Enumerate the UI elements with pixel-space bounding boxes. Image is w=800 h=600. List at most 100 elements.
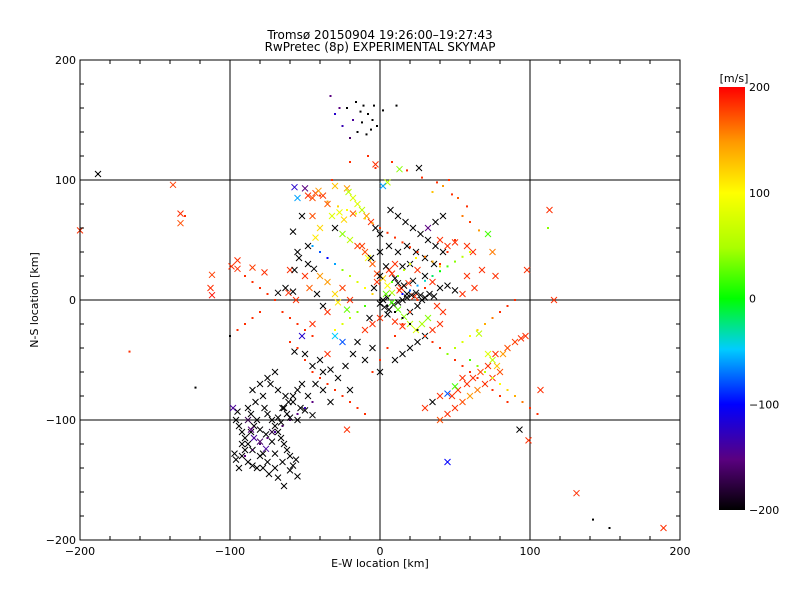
data-point-cross	[405, 279, 412, 287]
x-axis-label: E-W location [km]	[331, 557, 429, 570]
data-point-cross	[430, 293, 438, 300]
data-point-cross	[349, 210, 357, 217]
data-point-dot	[331, 179, 333, 181]
data-point-dot	[424, 287, 426, 289]
data-point-cross	[294, 416, 301, 424]
data-point-cross	[369, 320, 376, 328]
data-point-cross	[238, 440, 246, 448]
data-point-cross	[249, 264, 256, 271]
data-point-dot	[451, 193, 453, 196]
data-point-dot	[547, 227, 549, 229]
data-point-cross	[394, 248, 402, 256]
data-point-cross	[358, 206, 366, 214]
data-point-dot	[259, 311, 261, 313]
data-point-cross	[424, 314, 432, 322]
data-point-dot	[334, 263, 336, 265]
data-point-cross	[294, 473, 301, 480]
data-point-cross	[304, 242, 312, 250]
data-point-dot	[281, 311, 284, 313]
data-point-dot	[394, 236, 396, 239]
data-point-cross	[319, 368, 327, 376]
data-point-cross	[301, 350, 309, 358]
data-point-cross	[372, 224, 379, 232]
data-point-dot	[319, 194, 321, 197]
data-point-cross	[399, 263, 406, 270]
data-point-cross	[309, 212, 316, 220]
data-point-dot	[499, 383, 501, 385]
data-point-dot	[454, 347, 456, 349]
data-point-dot	[457, 197, 459, 199]
data-point-cross	[177, 219, 184, 227]
data-point-dot	[386, 231, 389, 234]
data-point-cross	[327, 366, 334, 373]
data-point-cross	[349, 194, 357, 202]
data-point-dot	[409, 246, 411, 249]
data-point-dot	[349, 137, 351, 139]
data-point-cross	[379, 182, 387, 190]
data-point-dot	[499, 311, 501, 313]
data-point-cross	[280, 404, 288, 412]
data-point-cross	[282, 392, 289, 400]
data-point-cross	[265, 470, 273, 478]
y-tick-label: −100	[46, 414, 76, 427]
data-point-cross	[274, 386, 282, 394]
data-point-cross	[244, 416, 252, 424]
data-point-cross	[414, 302, 421, 310]
data-point-cross	[285, 398, 292, 406]
data-point-cross	[312, 234, 319, 241]
data-point-cross	[478, 266, 486, 274]
data-point-dot	[439, 270, 441, 273]
data-point-dot	[349, 401, 351, 403]
data-point-cross	[448, 392, 456, 400]
data-point-dot	[499, 395, 501, 397]
data-point-dot	[454, 260, 456, 263]
data-point-cross	[346, 236, 354, 244]
data-point-dot	[341, 269, 344, 271]
data-point-dot	[371, 119, 374, 121]
data-point-dot	[229, 335, 231, 337]
data-point-dot	[364, 305, 366, 307]
data-point-cross	[444, 242, 451, 250]
data-point-cross	[316, 224, 324, 232]
data-point-cross	[388, 299, 396, 306]
data-point-dot	[311, 335, 314, 337]
data-point-cross	[244, 404, 252, 412]
data-point-cross	[432, 218, 439, 226]
data-point-dot	[415, 257, 417, 259]
data-point-dot	[367, 155, 369, 157]
data-point-cross	[399, 296, 406, 304]
x-tick-label: −100	[215, 545, 245, 558]
data-point-cross	[660, 524, 667, 532]
data-point-cross	[517, 335, 525, 342]
data-point-dot	[244, 275, 246, 277]
data-point-cross	[289, 392, 297, 400]
data-point-dot	[259, 443, 261, 445]
data-point-cross	[264, 410, 271, 418]
data-point-cross	[231, 450, 238, 457]
data-point-cross	[474, 386, 481, 394]
data-point-cross	[259, 392, 267, 400]
x-tick-label: 0	[377, 545, 384, 558]
data-point-cross	[304, 260, 312, 268]
data-point-cross	[426, 290, 433, 298]
data-point-dot	[374, 167, 377, 169]
data-point-cross	[424, 236, 432, 244]
data-point-cross	[238, 428, 246, 436]
data-point-cross	[235, 422, 243, 430]
data-point-cross	[418, 320, 426, 328]
data-point-dot	[469, 251, 471, 253]
data-point-cross	[396, 165, 403, 173]
data-point-cross	[283, 446, 291, 454]
data-point-cross	[391, 260, 399, 268]
data-point-cross	[304, 192, 312, 199]
data-point-cross	[343, 185, 351, 192]
data-point-dot	[376, 125, 378, 127]
data-point-dot	[491, 377, 494, 379]
data-point-dot	[266, 437, 269, 439]
data-point-dot	[514, 395, 516, 397]
data-point-dot	[394, 311, 396, 313]
data-point-dot	[536, 413, 539, 415]
data-point-dot	[362, 104, 365, 107]
data-point-dot	[478, 229, 480, 232]
data-point-dot	[431, 260, 434, 263]
